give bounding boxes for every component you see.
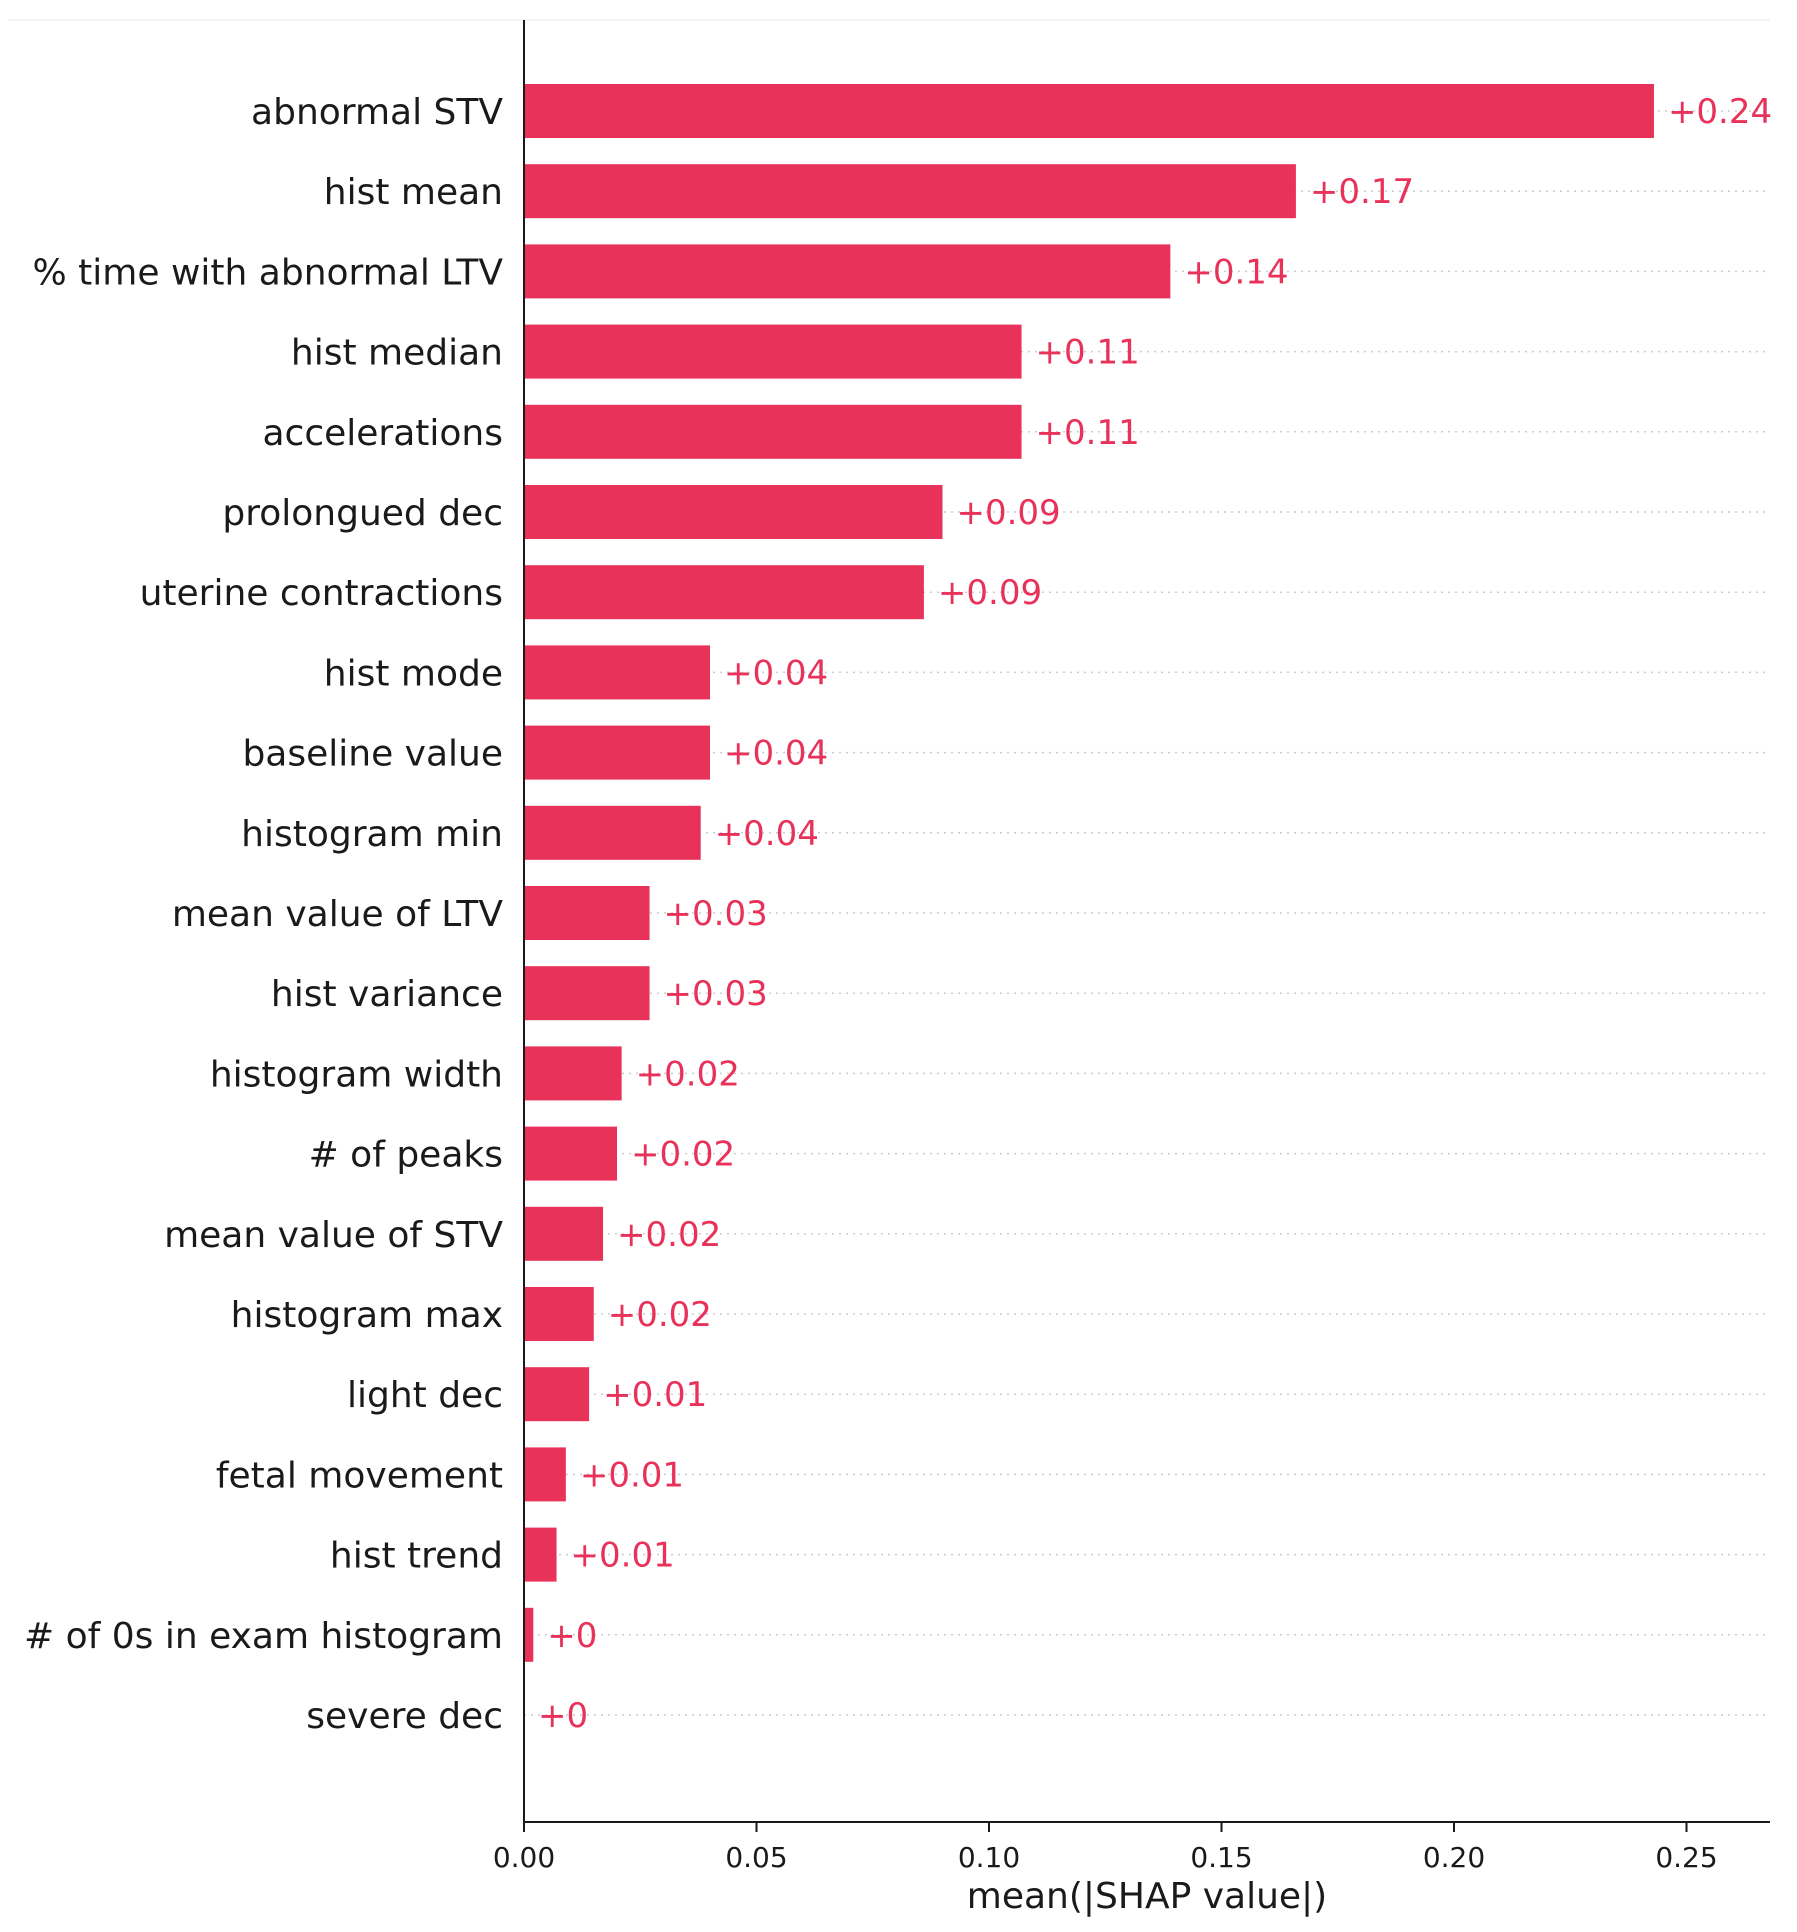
bar (524, 725, 710, 780)
feature-label: hist trend (330, 1536, 503, 1577)
feature-label: uterine contractions (140, 573, 503, 614)
feature-label: histogram max (231, 1295, 503, 1336)
bar (524, 1287, 594, 1341)
feature-label: fetal movement (216, 1455, 503, 1496)
feature-label: hist mode (324, 653, 503, 694)
value-label: +0.01 (603, 1375, 707, 1415)
value-label: +0.03 (664, 974, 768, 1014)
value-label: +0.09 (957, 493, 1061, 533)
x-tick-label: 0.25 (1655, 1841, 1717, 1874)
x-axis-title: mean(|SHAP value|) (967, 1876, 1327, 1917)
feature-label: abnormal STV (251, 92, 503, 133)
bar (524, 645, 710, 700)
bar (524, 1367, 590, 1422)
feature-label: histogram width (210, 1054, 503, 1095)
value-label: +0.02 (631, 1135, 735, 1175)
bar (524, 1206, 604, 1261)
value-label: +0.24 (1668, 92, 1772, 132)
bar (524, 565, 924, 620)
feature-label-layer: abnormal STV hist mean % time with abnorma… (24, 92, 503, 1737)
feature-label: mean value of LTV (172, 894, 504, 935)
feature-label: # of peaks (309, 1135, 503, 1176)
feature-label: hist median (291, 333, 503, 374)
bar (524, 1447, 566, 1502)
value-label: +0.02 (636, 1054, 740, 1094)
bar-layer (524, 84, 1654, 1662)
bar (524, 886, 650, 940)
bar (524, 1607, 534, 1662)
bar (524, 164, 1296, 219)
value-label: +0.01 (580, 1455, 684, 1495)
x-tick-label: 0.15 (1190, 1841, 1252, 1874)
feature-label: baseline value (242, 734, 503, 775)
x-tick-label: 0.10 (958, 1841, 1020, 1874)
value-label: +0.17 (1310, 172, 1414, 212)
feature-label: hist mean (324, 172, 503, 213)
bar (524, 805, 701, 860)
bar (524, 1046, 622, 1101)
bar (524, 404, 1022, 459)
value-label: +0.04 (715, 814, 819, 854)
feature-label: light dec (347, 1375, 503, 1416)
value-label-layer: +0.24 +0.17 +0.14 +0.11 +0.11 +0.09 +0.09 +0.04… (538, 92, 1772, 1736)
value-label: +0.04 (724, 653, 828, 693)
bar (524, 966, 650, 1021)
value-label: +0.02 (608, 1295, 712, 1335)
value-label: +0.11 (1036, 333, 1140, 373)
feature-label: mean value of STV (164, 1215, 503, 1256)
bar (524, 244, 1171, 299)
value-label: +0.01 (571, 1536, 675, 1576)
bar (524, 485, 943, 539)
bar (524, 1126, 617, 1181)
x-tick-label: 0.05 (725, 1841, 787, 1874)
value-label: +0.02 (617, 1215, 721, 1255)
feature-label: severe dec (306, 1696, 503, 1737)
value-label: +0.03 (664, 894, 768, 934)
bar (524, 84, 1654, 138)
value-label: +0.04 (724, 734, 828, 774)
value-label: +0.09 (938, 573, 1042, 613)
bar (524, 324, 1022, 379)
feature-label: accelerations (262, 413, 503, 454)
value-label: +0 (547, 1616, 597, 1656)
value-label: +0.11 (1036, 413, 1140, 453)
feature-label: prolongued dec (222, 493, 503, 534)
bar (524, 1527, 557, 1582)
feature-label: % time with abnormal LTV (33, 252, 504, 293)
feature-label: # of 0s in exam histogram (24, 1616, 503, 1657)
value-label: +0.14 (1184, 252, 1288, 292)
value-label: +0 (538, 1696, 588, 1736)
feature-label: histogram min (241, 814, 503, 855)
feature-label: hist variance (271, 974, 503, 1015)
tick-layer: 0.00 0.05 0.10 0.15 0.20 0.25 (493, 1822, 1718, 1874)
x-tick-label: 0.20 (1423, 1841, 1485, 1874)
x-tick-label: 0.00 (493, 1841, 555, 1874)
